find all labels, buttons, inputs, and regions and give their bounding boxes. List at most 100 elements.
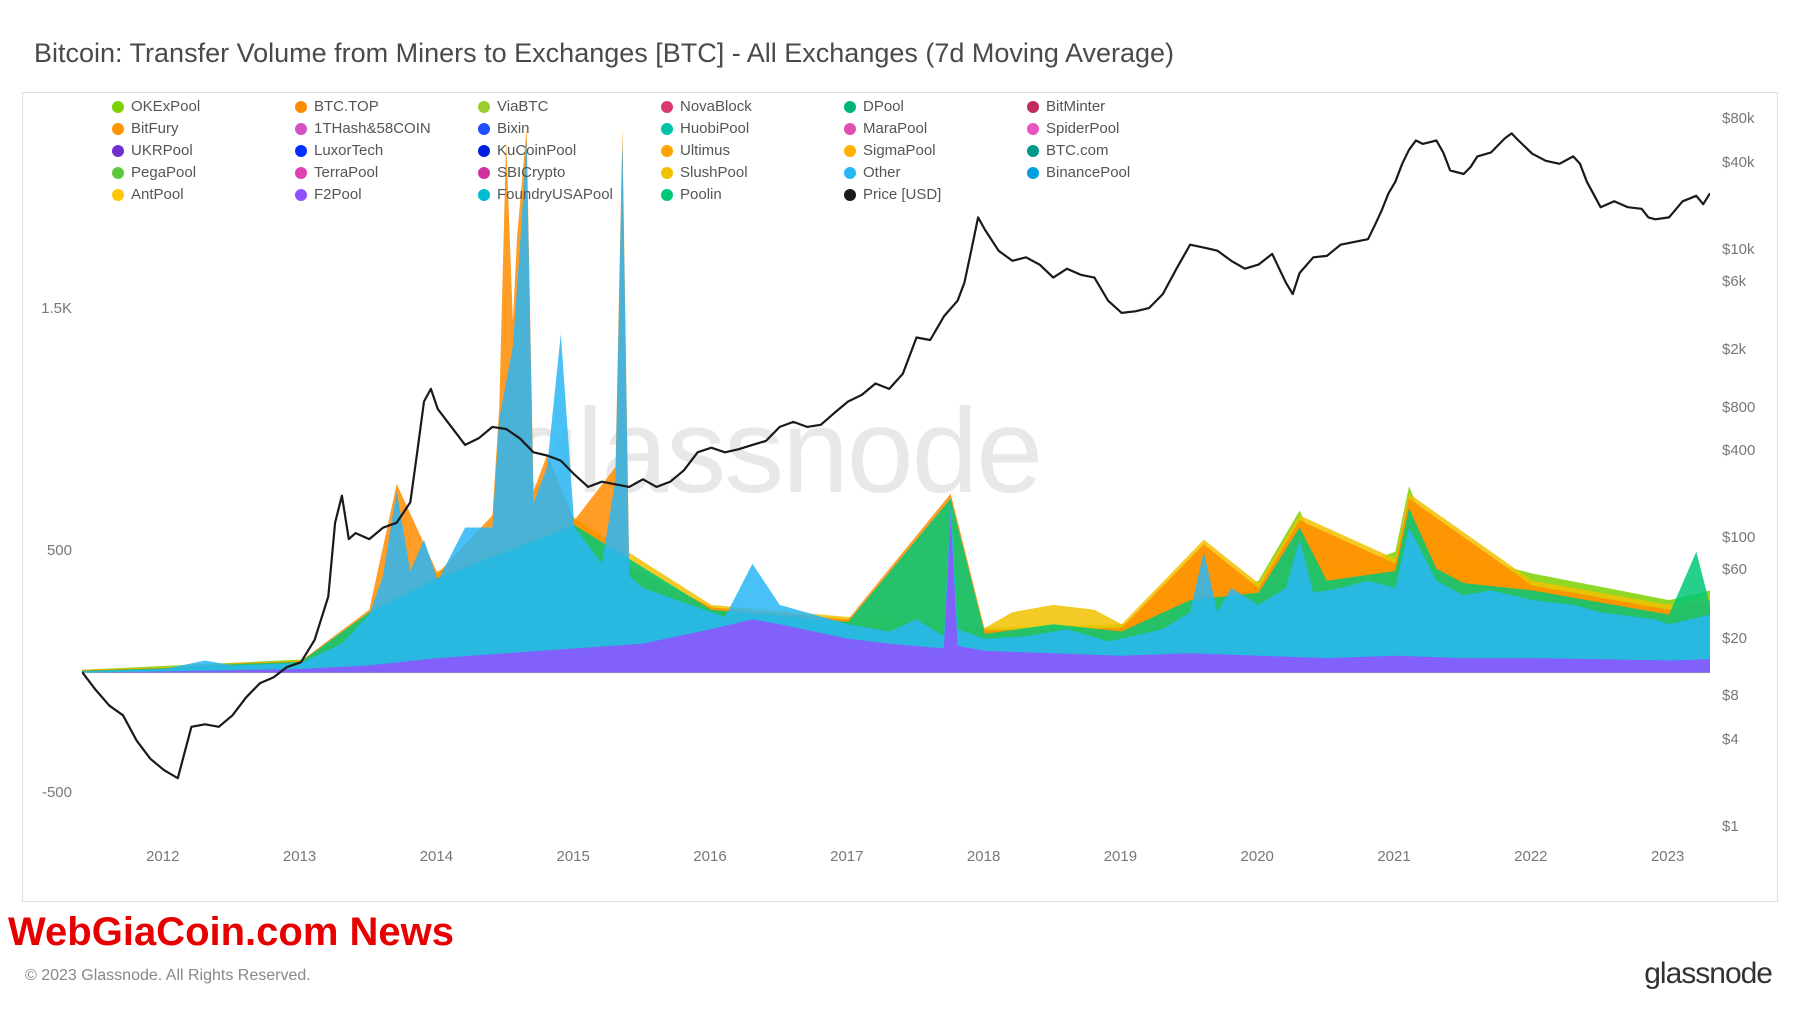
legend-label: SigmaPool [863, 140, 936, 162]
legend-label: AntPool [131, 184, 184, 206]
chart-canvas [82, 92, 1710, 862]
y-right-tick: $80k [1722, 110, 1755, 127]
legend-swatch [844, 189, 856, 201]
legend-label: SlushPool [680, 162, 748, 184]
legend-label: UKRPool [131, 140, 193, 162]
y-left-tick: 500 [47, 542, 72, 559]
legend-swatch [478, 123, 490, 135]
legend-label: DPool [863, 96, 904, 118]
y-left-tick: -500 [42, 784, 72, 801]
legend-item[interactable]: SpiderPool [1027, 118, 1210, 140]
legend-label: F2Pool [314, 184, 362, 206]
legend-item[interactable]: BitMinter [1027, 96, 1210, 118]
legend-swatch [112, 123, 124, 135]
legend-swatch [112, 145, 124, 157]
y-right-tick: $400 [1722, 442, 1755, 459]
legend-item[interactable]: KuCoinPool [478, 140, 661, 162]
news-overlay: WebGiaCoin.com News [8, 910, 454, 955]
chart-plot: glassnode OKExPoolBTC.TOPViaBTCNovaBlock… [82, 92, 1710, 862]
legend-item[interactable]: Bixin [478, 118, 661, 140]
legend-label: NovaBlock [680, 96, 752, 118]
y-right-tick: $4 [1722, 731, 1739, 748]
legend-label: Poolin [680, 184, 722, 206]
legend-swatch [478, 145, 490, 157]
y-right-tick: $100 [1722, 529, 1755, 546]
legend-item[interactable]: FoundryUSAPool [478, 184, 661, 206]
legend-swatch [844, 167, 856, 179]
legend-label: HuobiPool [680, 118, 749, 140]
legend-swatch [844, 101, 856, 113]
legend-item[interactable]: TerraPool [295, 162, 478, 184]
legend-swatch [1027, 101, 1039, 113]
legend-label: Price [USD] [863, 184, 941, 206]
legend-swatch [661, 123, 673, 135]
legend-item[interactable]: Price [USD] [844, 184, 1027, 206]
legend-item[interactable]: DPool [844, 96, 1027, 118]
legend-item[interactable]: BTC.com [1027, 140, 1210, 162]
legend-item[interactable]: UKRPool [112, 140, 295, 162]
chart-title: Bitcoin: Transfer Volume from Miners to … [34, 38, 1174, 69]
legend-item[interactable]: SigmaPool [844, 140, 1027, 162]
legend-swatch [295, 167, 307, 179]
legend-label: BTC.TOP [314, 96, 379, 118]
legend-item[interactable]: AntPool [112, 184, 295, 206]
legend-item[interactable]: PegaPool [112, 162, 295, 184]
y-right-tick: $6k [1722, 273, 1746, 290]
legend-label: PegaPool [131, 162, 196, 184]
legend-swatch [1027, 123, 1039, 135]
y-right-tick: $40k [1722, 154, 1755, 171]
legend-label: BitMinter [1046, 96, 1105, 118]
legend-swatch [112, 167, 124, 179]
legend-item[interactable]: BTC.TOP [295, 96, 478, 118]
legend-swatch [661, 101, 673, 113]
legend-swatch [661, 145, 673, 157]
legend-label: TerraPool [314, 162, 378, 184]
legend-label: 1THash&58COIN [314, 118, 431, 140]
legend-swatch [295, 189, 307, 201]
y-right-tick: $800 [1722, 399, 1755, 416]
y-left-tick: 1.5K [41, 300, 72, 317]
legend-swatch [478, 189, 490, 201]
legend-item[interactable]: NovaBlock [661, 96, 844, 118]
legend-label: KuCoinPool [497, 140, 576, 162]
legend-item[interactable]: 1THash&58COIN [295, 118, 478, 140]
legend-item[interactable]: Other [844, 162, 1027, 184]
y-right-tick: $1 [1722, 818, 1739, 835]
legend-item[interactable]: ViaBTC [478, 96, 661, 118]
legend-item[interactable]: SBICrypto [478, 162, 661, 184]
y-right-tick: $60 [1722, 561, 1747, 578]
legend-swatch [1027, 145, 1039, 157]
legend-swatch [1027, 167, 1039, 179]
legend-label: FoundryUSAPool [497, 184, 613, 206]
legend-item[interactable]: LuxorTech [295, 140, 478, 162]
legend-swatch [661, 167, 673, 179]
legend-item[interactable]: OKExPool [112, 96, 295, 118]
legend-item[interactable]: MaraPool [844, 118, 1027, 140]
legend-label: SpiderPool [1046, 118, 1119, 140]
y-right-tick: $10k [1722, 241, 1755, 258]
price-line [82, 133, 1710, 778]
legend-item[interactable]: SlushPool [661, 162, 844, 184]
legend-label: MaraPool [863, 118, 927, 140]
legend-label: Other [863, 162, 901, 184]
legend-item[interactable]: Poolin [661, 184, 844, 206]
legend: OKExPool BTC.TOP ViaBTC NovaBlock DPool BitMi… [112, 96, 1392, 206]
legend-label: BinancePool [1046, 162, 1130, 184]
legend-item[interactable]: BitFury [112, 118, 295, 140]
legend-swatch [295, 145, 307, 157]
legend-item[interactable]: HuobiPool [661, 118, 844, 140]
legend-swatch [112, 101, 124, 113]
legend-swatch [844, 123, 856, 135]
legend-item[interactable]: F2Pool [295, 184, 478, 206]
footer-brand: glassnode [1644, 957, 1772, 991]
legend-item[interactable]: BinancePool [1027, 162, 1210, 184]
legend-item[interactable]: Ultimus [661, 140, 844, 162]
legend-label: BTC.com [1046, 140, 1109, 162]
legend-swatch [478, 167, 490, 179]
legend-label: SBICrypto [497, 162, 565, 184]
legend-swatch [295, 123, 307, 135]
y-right-tick: $8 [1722, 687, 1739, 704]
footer-copyright: © 2023 Glassnode. All Rights Reserved. [25, 967, 311, 985]
legend-label: Ultimus [680, 140, 730, 162]
legend-label: OKExPool [131, 96, 200, 118]
